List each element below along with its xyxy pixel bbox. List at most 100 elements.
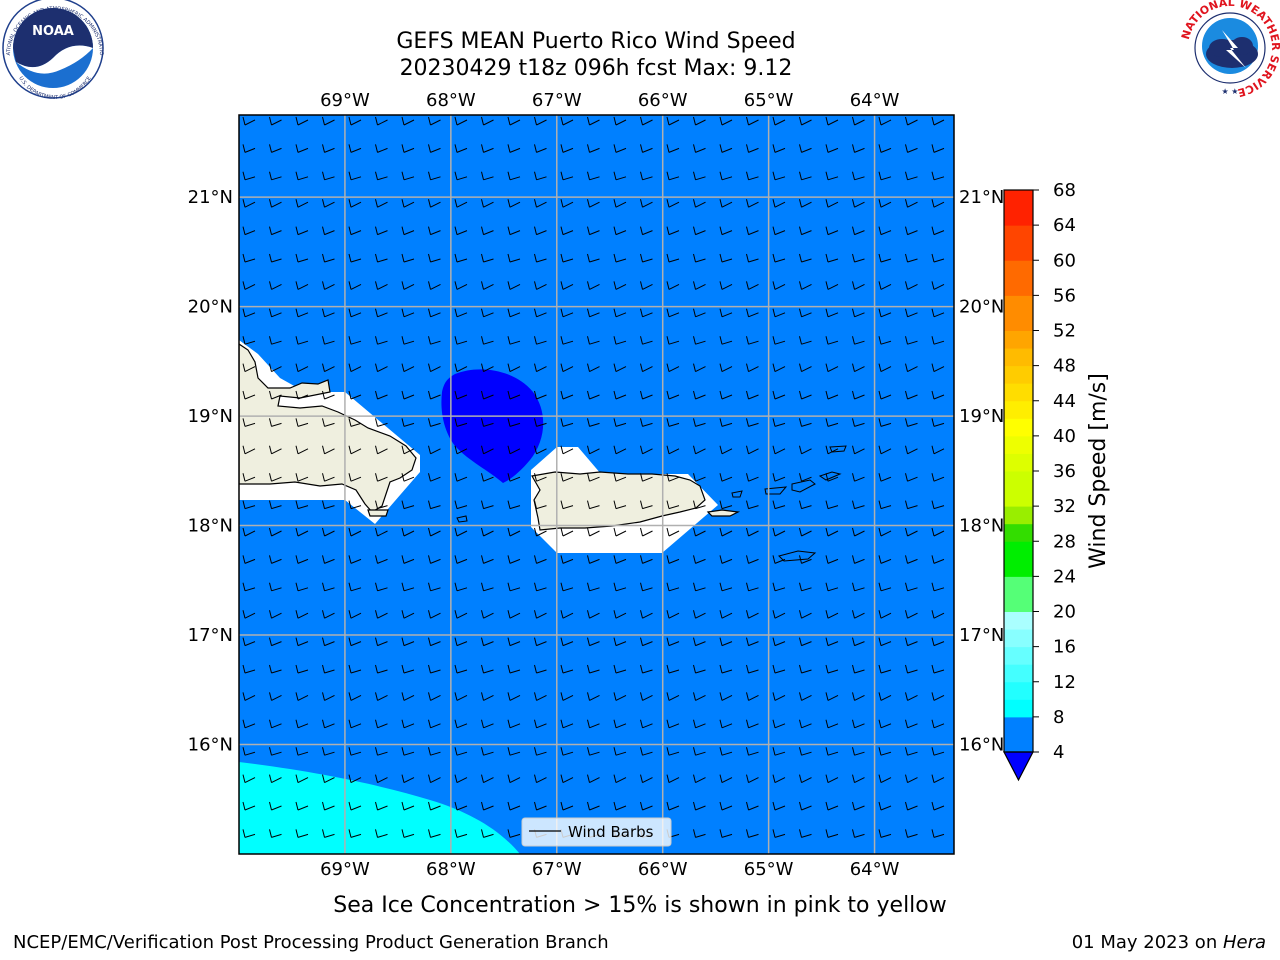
wind-barb <box>375 747 388 756</box>
wind-barb <box>746 171 759 181</box>
wind-barb <box>799 527 812 537</box>
wind-barb <box>825 747 839 756</box>
footer-date-line: 01 May 2023 on Hera <box>1072 932 1266 953</box>
wind-barb <box>772 144 786 153</box>
colorbar-tick-label: 8 <box>1053 707 1064 728</box>
wind-barb <box>322 281 335 290</box>
wind-barb <box>348 253 362 263</box>
wind-barb <box>348 199 362 208</box>
wind-barb <box>719 363 733 373</box>
wind-barb <box>905 473 918 482</box>
wind-barb <box>746 527 759 537</box>
wind-barb <box>560 527 574 537</box>
wind-barb <box>613 500 627 510</box>
wind-barb <box>481 692 494 701</box>
colorbar-tick-label: 32 <box>1053 496 1076 517</box>
wind-barb <box>322 719 335 729</box>
wind-barb <box>481 473 494 482</box>
wind-barb <box>507 774 521 784</box>
wind-barb <box>560 582 574 592</box>
wind-barb <box>322 116 335 126</box>
nws-stars-icon: ★ ★ <box>1222 87 1239 96</box>
wind-barb <box>560 308 574 318</box>
wind-barb <box>640 308 653 318</box>
lon-tick-top: 66°W <box>638 90 688 111</box>
wind-barb <box>852 336 865 345</box>
wind-barb <box>481 116 494 126</box>
wind-barb <box>905 308 918 318</box>
wind-barb <box>772 527 786 537</box>
wind-barb <box>825 829 839 838</box>
wind-barb <box>587 363 600 373</box>
wind-barb <box>507 199 521 208</box>
wind-barb <box>772 281 786 290</box>
region-calm <box>441 369 544 483</box>
wind-barb <box>719 445 733 455</box>
wind-barb <box>613 637 627 647</box>
wind-barb <box>693 527 706 537</box>
wind-barb <box>401 664 415 674</box>
wind-barb <box>507 829 521 838</box>
wind-barb <box>746 500 759 510</box>
wind-barb <box>719 582 733 592</box>
wind-barb <box>242 747 256 756</box>
wind-barb <box>428 336 441 345</box>
wind-barb <box>242 801 256 811</box>
lat-tick-left: 16°N <box>188 735 233 756</box>
wind-barb <box>481 144 494 153</box>
wind-barb <box>534 664 547 674</box>
wind-barb <box>852 582 865 592</box>
colorbar-label: Wind Speed [m/s] <box>1086 373 1111 569</box>
wind-barb <box>587 171 600 181</box>
colorbar-segment <box>1004 260 1033 296</box>
wind-barb <box>587 199 600 208</box>
wind-barb <box>640 719 653 729</box>
wind-barb <box>375 144 388 153</box>
wind-barb <box>401 418 415 427</box>
wind-barb <box>534 637 547 647</box>
wind-barb <box>428 610 441 619</box>
wind-barb <box>454 747 468 756</box>
wind-barb <box>454 281 468 290</box>
wind-barb <box>454 637 468 647</box>
wind-barb <box>348 445 362 455</box>
wind-barb <box>746 445 759 455</box>
wind-barb <box>852 610 865 619</box>
wind-barb <box>322 747 335 756</box>
colorbar-tick-label: 16 <box>1053 637 1076 658</box>
wind-barb <box>560 555 574 564</box>
wind-barb <box>401 527 415 537</box>
wind-barb <box>640 418 653 427</box>
lon-tick-bottom: 64°W <box>850 859 900 880</box>
wind-barb <box>428 473 441 482</box>
wind-barb <box>454 199 468 208</box>
wind-barb <box>242 390 256 400</box>
colorbar: 68 64 60 56 52 48 44 40 36 32 28 24 20 16 12 8 4 <box>1003 180 1076 782</box>
wind-barb <box>719 801 733 811</box>
wind-barb <box>772 171 786 181</box>
wind-barb <box>931 801 945 811</box>
wind-barb <box>322 637 335 647</box>
wind-barb <box>587 582 600 592</box>
wind-barb <box>852 500 865 510</box>
wind-barb <box>242 637 256 647</box>
wind-barb <box>322 199 335 208</box>
wind-barb <box>507 226 521 236</box>
wind-barb <box>269 390 282 400</box>
wind-barb <box>666 774 680 784</box>
wind-barb <box>613 719 627 729</box>
colorbar-tick-label: 28 <box>1053 531 1076 552</box>
wind-barb <box>269 527 282 537</box>
wind-barb <box>401 171 415 181</box>
wind-barb <box>534 527 547 537</box>
wind-barb <box>772 336 786 345</box>
wind-barb <box>295 692 309 701</box>
wind-barb <box>640 637 653 647</box>
wind-barb <box>666 418 680 427</box>
lon-tick-bottom: 66°W <box>638 859 688 880</box>
wind-barb <box>322 390 335 400</box>
wind-barb <box>825 116 839 126</box>
colorbar-segment <box>1004 453 1033 472</box>
wind-barb <box>507 801 521 811</box>
wind-barb <box>454 308 468 318</box>
